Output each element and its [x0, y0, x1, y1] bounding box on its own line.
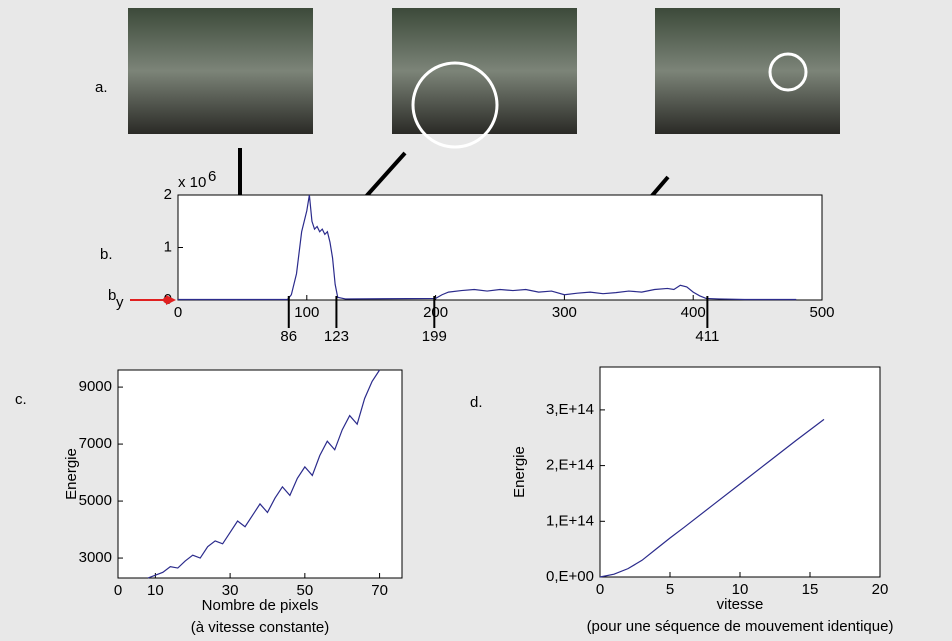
x-tick-label: 100	[294, 304, 319, 321]
marker-label: 199	[422, 328, 447, 345]
x-tick-label: 200	[423, 304, 448, 321]
highlight	[768, 52, 808, 92]
x-axis-sublabel: (à vitesse constante)	[191, 619, 329, 636]
x-tick-label: 15	[802, 581, 819, 598]
y-tick-label: 2,E+14	[546, 457, 594, 474]
marker-label: 86	[280, 328, 297, 345]
x-tick-label: 50	[296, 582, 313, 599]
x-tick-label: 70	[371, 582, 388, 599]
y-axis-label: Energie	[511, 446, 528, 498]
x-tick-label: 10	[732, 581, 749, 598]
y-multiplier-exponent: 6	[208, 168, 216, 185]
y-tick-label: 1,E+14	[546, 512, 594, 529]
x-axis-label: vitesse	[717, 596, 764, 613]
photo	[392, 8, 577, 134]
x-tick-label: 500	[809, 304, 834, 321]
plot-area	[177, 194, 823, 301]
x-tick-label: 5	[666, 581, 674, 598]
y-tick-label: 7000	[79, 435, 112, 452]
panel-label: a.	[95, 79, 108, 96]
panel-label: c.	[15, 391, 27, 408]
x-axis-label: Nombre de pixels	[202, 597, 319, 614]
line	[599, 418, 825, 578]
x-tick-label: 0	[596, 581, 604, 598]
x-tick-label: 0	[114, 582, 122, 599]
y-tick-label: 9000	[79, 378, 112, 395]
plot-area	[117, 369, 403, 579]
photos	[128, 8, 840, 149]
marker-label: 411	[695, 328, 719, 345]
panel-label: d.	[470, 394, 483, 411]
x-tick-label: 0	[174, 304, 182, 321]
threshold-point	[163, 297, 169, 303]
x-tick-label: 400	[681, 304, 706, 321]
y-tick-label: 1	[164, 238, 172, 255]
y-tick-label: 2	[164, 186, 172, 203]
photo	[128, 8, 313, 134]
plot-area	[599, 366, 881, 578]
y-tick-label: 3,E+14	[546, 401, 594, 418]
line	[147, 369, 381, 579]
x-tick-label: 10	[147, 582, 164, 599]
x-tick-label: 20	[872, 581, 889, 598]
marker-label: 123	[324, 328, 349, 345]
y-multiplier: x 10	[178, 174, 206, 191]
x-tick-label: 30	[222, 582, 239, 599]
y-axis-label: Energie	[63, 448, 80, 500]
x-axis-sublabel: (pour une séquence de mouvement identiqu…	[587, 618, 894, 635]
threshold-label-sub: y	[116, 294, 124, 311]
x-tick-label: 300	[552, 304, 577, 321]
photo	[655, 8, 840, 134]
panel-label: b.	[100, 246, 113, 263]
y-tick-label: 5000	[79, 492, 112, 509]
threshold-label: b	[108, 287, 116, 304]
highlight	[411, 61, 499, 149]
line	[178, 194, 797, 301]
y-tick-label: 3000	[79, 549, 112, 566]
y-tick-label: 0,E+00	[546, 568, 594, 585]
